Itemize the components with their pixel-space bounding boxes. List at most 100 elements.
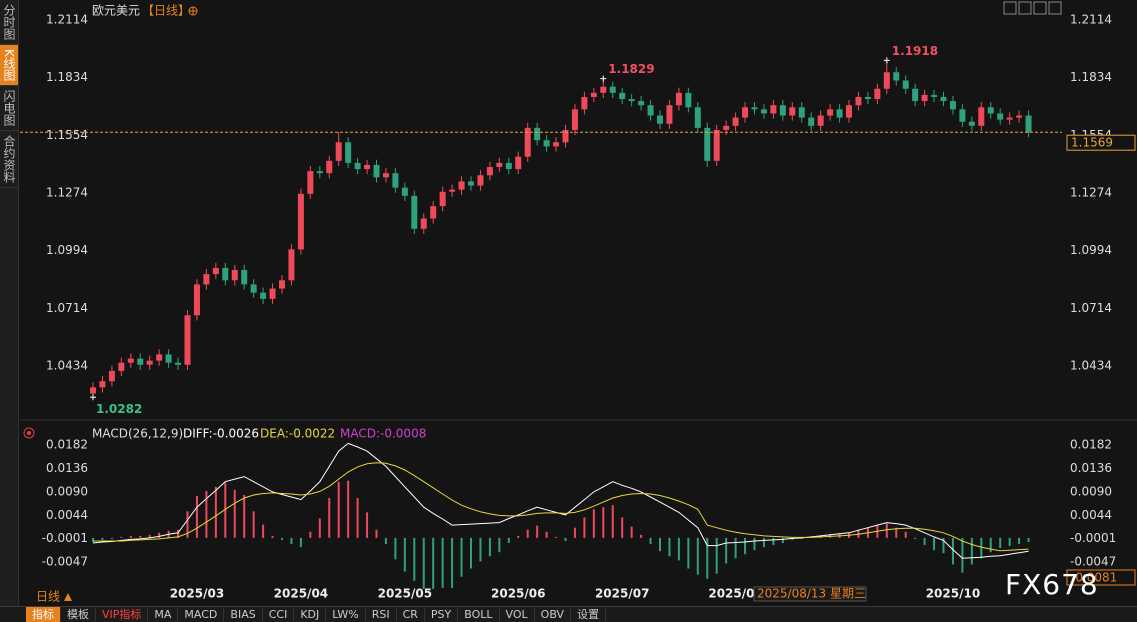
candle-body [345,142,352,163]
y-tick-label: 1.0994 [1070,243,1112,257]
toolbar-tab[interactable]: VOL [500,607,535,622]
toolbar-tab[interactable]: RSI [366,607,397,622]
candle-body [571,109,578,130]
x-tick-label: 2025/04 [274,587,328,601]
sidebar-tab[interactable]: 合约资料 [0,131,18,188]
icon[interactable] [1048,1,1062,15]
candle-body [864,96,871,100]
y-tick-label: 0.0090 [1070,484,1112,498]
toolbar-tab[interactable]: 设置 [571,607,607,622]
last-price-box [1066,134,1136,151]
sidebar-tab[interactable]: K线图 [0,45,18,86]
y-tick-label: 0.0182 [46,437,88,451]
candle-body [619,92,626,100]
candle-body [231,269,238,281]
candle-body [657,115,663,124]
indicator-line [92,442,1029,559]
candle-body [335,142,342,161]
candle-body [760,109,767,114]
candle-body [609,86,616,93]
indicator-icon[interactable] [23,427,35,439]
candle-body [137,358,144,365]
candle-body [949,101,956,110]
candle-body [222,267,229,281]
y-tick-label: 0.0044 [1070,508,1112,522]
candle-body [675,92,682,106]
x-tick-label: 2025/10 [926,587,980,601]
toolbar-tab[interactable]: MACD [178,607,225,622]
candle-body [883,72,890,89]
y-tick-label: 0.0136 [46,461,88,475]
y-tick-label: 1.1834 [46,70,88,84]
candle-body [382,173,389,178]
candle-body [798,107,805,118]
toolbar-tab[interactable]: KDJ [294,607,327,622]
y-tick-label: 1.0434 [46,358,88,372]
add-icon[interactable] [188,6,198,16]
candle-body [420,218,427,229]
toolbar-tab[interactable]: BOLL [458,607,500,622]
candle-body [978,107,985,126]
toolbar-tab[interactable]: LW% [326,607,366,622]
candle-body [732,117,739,126]
candle-body [496,162,503,168]
x-tick-label: 2025/07 [595,587,649,601]
candle-body [468,181,474,186]
toolbar-tab[interactable]: 指标 [26,607,61,622]
candle-body [704,127,711,161]
toolbar-tab[interactable]: CR [397,607,425,622]
icon[interactable] [1003,1,1017,15]
candle-body [449,189,456,192]
candle-body [600,86,607,93]
toolbar-tab[interactable]: CCI [263,607,295,622]
y-tick-label: 0.0136 [1070,461,1112,475]
candle-body [524,127,531,157]
y-tick-label: 0.0182 [1070,437,1112,451]
candle-body [921,94,928,102]
candle-body [156,354,163,361]
candle-body [486,167,493,176]
candle-body [836,109,843,118]
candle-body [364,164,371,170]
sidebar-tab[interactable]: 闪电图 [0,86,18,131]
candle-body [269,288,276,299]
legend-label: DEA:-0.0022 [260,427,335,441]
low-label: 1.0282 [96,402,142,416]
toolbar-tab[interactable]: PSY [425,607,459,622]
candle-body [316,171,323,174]
chart: 日线1.21141.21141.18341.18341.15541.15541.… [20,1,1137,604]
y-tick-label: -0.0001 [42,531,88,545]
toolbar-tab[interactable]: VIP指标 [96,607,149,622]
toolbar-tab[interactable]: BIAS [224,607,263,622]
candle-body [694,107,701,128]
icon[interactable] [1033,1,1047,15]
crosshair-date-box [753,586,867,602]
toolbar: 指标 模板 VIP指标 MA MACD BIAS CCI KDJ LW% RSI CR PSY BOLL… [0,606,1137,622]
candle-body [439,191,446,207]
candle-body [553,142,560,147]
legend-label: MACD:-0.0008 [340,427,426,441]
y-tick-label: 1.1274 [1070,185,1112,199]
candle-body [742,107,749,118]
icon[interactable] [1018,1,1032,15]
candle-body [326,160,333,174]
toolbar-tab[interactable]: MA [148,607,179,622]
candle-body [959,109,966,122]
candle-body [997,113,1004,120]
y-tick-label: 0.0044 [46,508,88,522]
sidebar-tab[interactable]: 分时图 [0,0,18,45]
candle-body [458,181,465,190]
indicator-title: MACD(26,12,9) [92,427,183,441]
toolbar-tab[interactable]: OBV [535,607,572,622]
watermark: FX678 [1005,568,1099,601]
candle-body [193,284,200,316]
candle-body [685,92,692,108]
low-marker [90,394,96,401]
toolbar-tab[interactable]: 模板 [61,607,96,622]
candle-body [779,105,786,116]
candle-body [175,362,182,365]
candle-body [118,362,125,371]
high-marker [600,75,607,82]
candle-body [713,129,720,161]
